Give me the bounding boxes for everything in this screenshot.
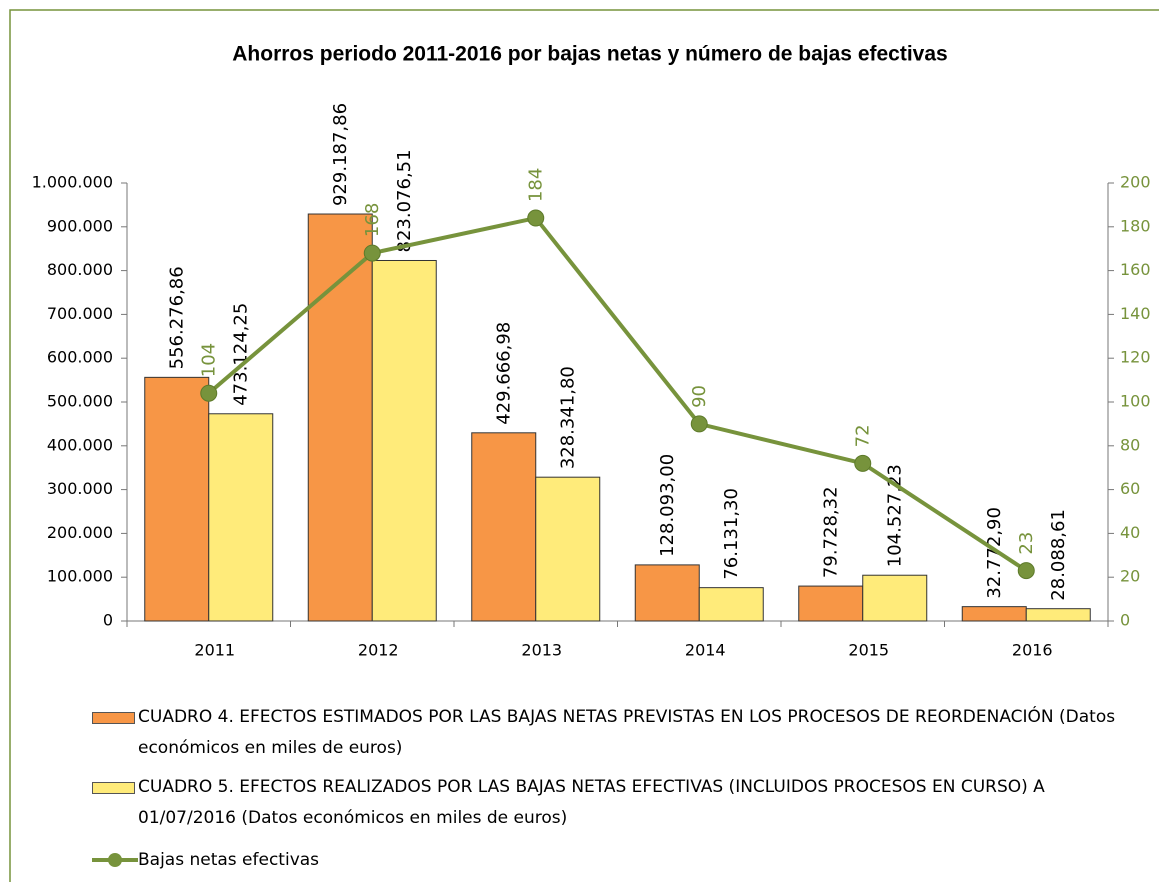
- bar: [634, 564, 700, 622]
- line: [207, 215, 1028, 573]
- y2-tick-label: 80: [1120, 435, 1140, 454]
- y-tick-label: 100.000: [47, 567, 113, 586]
- data-label: 184: [526, 168, 547, 202]
- y-tick-label: 700.000: [47, 304, 113, 323]
- y-tick-label: 0: [103, 611, 113, 630]
- data-label: 90: [689, 385, 710, 408]
- data-label: 128.093,00: [657, 454, 678, 557]
- line-point: [363, 244, 381, 262]
- x-tick-label: 2015: [848, 641, 889, 660]
- line-point: [690, 415, 708, 433]
- y-tick-label: 800.000: [47, 260, 113, 279]
- y-tick-label: 900.000: [47, 216, 113, 235]
- frame: [9, 9, 1159, 882]
- y-tick-label: 500.000: [47, 392, 113, 411]
- data-label: 929.187,86: [330, 103, 351, 206]
- data-label: 168: [362, 203, 383, 237]
- data-label: 79.728,32: [821, 486, 842, 578]
- line-point: [200, 384, 218, 402]
- data-label: 32.772,90: [984, 507, 1005, 599]
- x-tick-label: 2016: [1012, 641, 1053, 660]
- x-tick-label: 2013: [521, 641, 562, 660]
- legend-swatch: [92, 782, 135, 794]
- y-tick-label: 200.000: [47, 523, 113, 542]
- bar: [862, 574, 928, 622]
- legend-label: CUADRO 4. EFECTOS ESTIMADOS POR LAS BAJA…: [138, 707, 1116, 758]
- line-point: [854, 454, 872, 472]
- y2-tick-label: 160: [1120, 260, 1151, 279]
- legend-swatch: [92, 850, 138, 881]
- data-label: 823.076,51: [394, 149, 415, 252]
- y2-tick-label: 140: [1120, 304, 1151, 323]
- bar: [961, 606, 1027, 622]
- data-label: 104: [199, 343, 220, 377]
- y2-tick-label: 20: [1120, 567, 1140, 586]
- bar: [371, 259, 437, 622]
- y2-tick-label: 0: [1120, 611, 1130, 630]
- y2-tick-label: 180: [1120, 216, 1151, 235]
- data-label: 328.341,80: [558, 366, 579, 469]
- bar: [307, 213, 373, 622]
- line-point: [527, 209, 545, 227]
- y2-tick-label: 120: [1120, 348, 1151, 367]
- legend-label: Bajas netas efectivas: [138, 850, 320, 870]
- data-label: 473.124,25: [231, 303, 252, 406]
- data-label: 28.088,61: [1048, 509, 1069, 601]
- y2-tick-label: 40: [1120, 523, 1140, 542]
- bar: [471, 432, 537, 622]
- bar: [535, 476, 601, 622]
- y-tick-label: 400.000: [47, 435, 113, 454]
- y-tick-label: 600.000: [47, 348, 113, 367]
- y2-tick-label: 100: [1120, 392, 1151, 411]
- x-tick-label: 2012: [358, 641, 399, 660]
- chart-title: Ahorros periodo 2011-2016 por bajas neta…: [232, 43, 947, 66]
- x-tick-label: 2014: [685, 641, 726, 660]
- data-label: 23: [1016, 532, 1037, 555]
- y-tick-label: 1.000.000: [32, 173, 113, 192]
- x-tick-label: 2011: [194, 641, 235, 660]
- data-label: 556.276,86: [167, 266, 188, 369]
- bar: [1025, 608, 1091, 622]
- data-label: 429.666,98: [494, 322, 515, 425]
- bar: [798, 585, 864, 622]
- legend-label: CUADRO 5. EFECTOS REALIZADOS POR LAS BAJ…: [138, 777, 1045, 828]
- bar: [698, 587, 764, 622]
- y2-tick-label: 60: [1120, 479, 1140, 498]
- y2-tick-label: 200: [1120, 173, 1151, 192]
- line-point: [1017, 562, 1035, 580]
- bar: [144, 376, 210, 622]
- data-label: 76.131,30: [721, 488, 742, 580]
- legend-swatch: [92, 712, 135, 724]
- bar: [208, 413, 274, 622]
- y-tick-label: 300.000: [47, 479, 113, 498]
- data-label: 72: [853, 424, 874, 447]
